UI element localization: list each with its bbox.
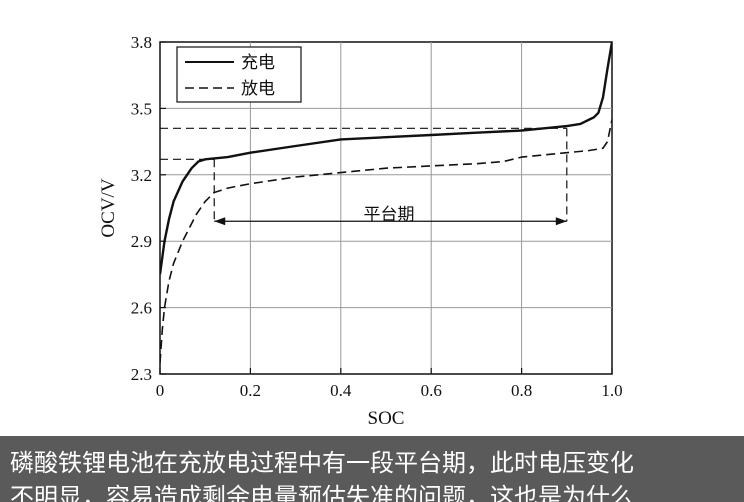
x-tick-label: 0.4 — [330, 381, 352, 400]
series-lines — [160, 42, 612, 363]
y-axis-ticks: 2.3 2.6 2.9 3.2 3.5 3.8 — [131, 33, 166, 384]
x-axis-ticks: 0 0.2 0.4 0.6 0.8 1.0 — [156, 368, 623, 400]
x-tick-label: 0.2 — [240, 381, 261, 400]
caption-line-1: 磷酸铁锂电池在充放电过程中有一段平台期，此时电压变化 — [10, 449, 634, 477]
legend-label-discharge: 放电 — [241, 79, 275, 99]
x-tick-label: 1.0 — [601, 381, 622, 400]
x-tick-label: 0.6 — [421, 381, 442, 400]
caption-bar: 磷酸铁锂电池在充放电过程中有一段平台期，此时电压变化 不明显，容易造成剩余电量预… — [0, 436, 744, 502]
y-tick-label: 3.5 — [131, 99, 152, 118]
y-tick-label: 2.3 — [131, 365, 152, 384]
caption-line-2: 不明显，容易造成剩余电量预估失准的问题，这也是为什么 — [10, 483, 634, 502]
ocv-soc-chart: 0 0.2 0.4 0.6 0.8 1.0 2.32.62.93.23.53.8 SOC … — [98, 33, 623, 429]
y-tick-label: 2.6 — [131, 299, 152, 318]
x-tick-label: 0.8 — [511, 381, 532, 400]
platform-label: 平台期 — [364, 205, 415, 225]
plot-frame — [159, 41, 613, 375]
series-line-discharge — [160, 119, 612, 363]
platform-arrow-right-head — [555, 217, 567, 226]
x-tick-label: 0 — [156, 381, 165, 400]
y-tick-label: 3.2 — [131, 166, 152, 185]
series-line-charge — [160, 42, 612, 275]
y-axis-label: OCV/V — [98, 178, 119, 237]
legend: 充电 放电 — [176, 46, 302, 103]
legend-box — [176, 46, 302, 103]
x-axis-label: SOC — [368, 408, 405, 429]
platform-arrow-left-head — [214, 217, 226, 226]
y-tick-label: 3.8 — [131, 33, 152, 52]
y-tick-label: 2.9 — [131, 232, 152, 251]
legend-label-charge: 充电 — [241, 53, 275, 73]
grid-lines — [160, 42, 612, 374]
